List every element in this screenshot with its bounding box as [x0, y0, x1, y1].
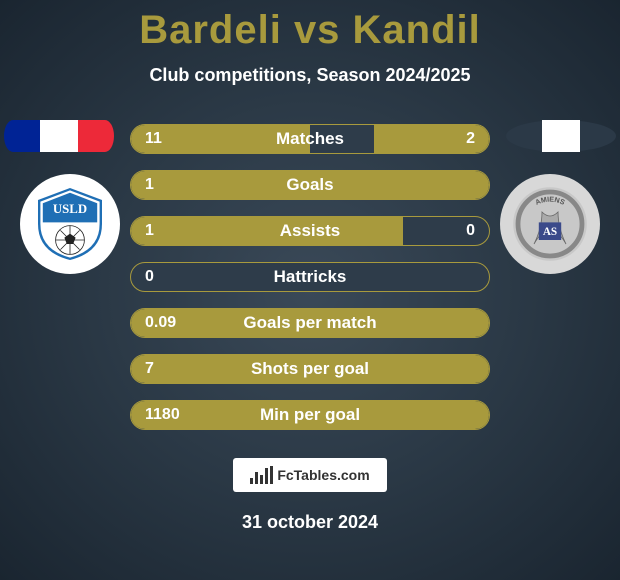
stat-row: Shots per goal7	[130, 354, 490, 384]
stat-value-left: 0.09	[131, 309, 190, 337]
stat-value-left: 11	[131, 125, 176, 153]
stat-value-left: 1	[131, 217, 168, 245]
logo-fctables: FcTables.com	[233, 458, 387, 492]
logo-bars-icon	[250, 466, 273, 484]
stat-label: Assists	[131, 217, 489, 245]
crest-left: USLD	[20, 174, 120, 274]
date-label: 31 october 2024	[0, 512, 620, 533]
flag-right	[506, 120, 616, 152]
stat-value-left: 1180	[131, 401, 194, 429]
svg-text:AS: AS	[543, 226, 557, 238]
stat-label: Goals	[131, 171, 489, 199]
crest-right: AS AMIENS	[500, 174, 600, 274]
stat-row: Goals1	[130, 170, 490, 200]
stats-list: Matches112Goals1Assists10Hattricks0Goals…	[130, 124, 490, 446]
page-subtitle: Club competitions, Season 2024/2025	[0, 65, 620, 86]
stat-label: Shots per goal	[131, 355, 489, 383]
stat-row: Goals per match0.09	[130, 308, 490, 338]
stat-label: Hattricks	[131, 263, 489, 291]
stat-value-left: 1	[131, 171, 168, 199]
stat-value-right: 2	[452, 125, 489, 153]
crest-right-svg: AS AMIENS	[510, 184, 590, 264]
stat-value-left: 7	[131, 355, 168, 383]
stat-label: Matches	[131, 125, 489, 153]
crest-left-svg: USLD	[30, 184, 110, 264]
stat-row: Assists1 0	[130, 216, 490, 246]
stat-row: Min per goal1180	[130, 400, 490, 430]
stat-value-left: 0	[131, 263, 168, 291]
stat-row: Hattricks0	[130, 262, 490, 292]
stat-value-right: 0	[452, 217, 489, 245]
flag-left	[4, 120, 114, 152]
page-title: Bardeli vs Kandil	[0, 0, 620, 53]
stat-row: Matches11 2	[130, 124, 490, 154]
crest-left-text: USLD	[53, 202, 87, 216]
logo-text: FcTables.com	[277, 467, 369, 483]
comparison-area: USLD AS AMIENS Matches112Goals1Assists10…	[0, 124, 620, 446]
